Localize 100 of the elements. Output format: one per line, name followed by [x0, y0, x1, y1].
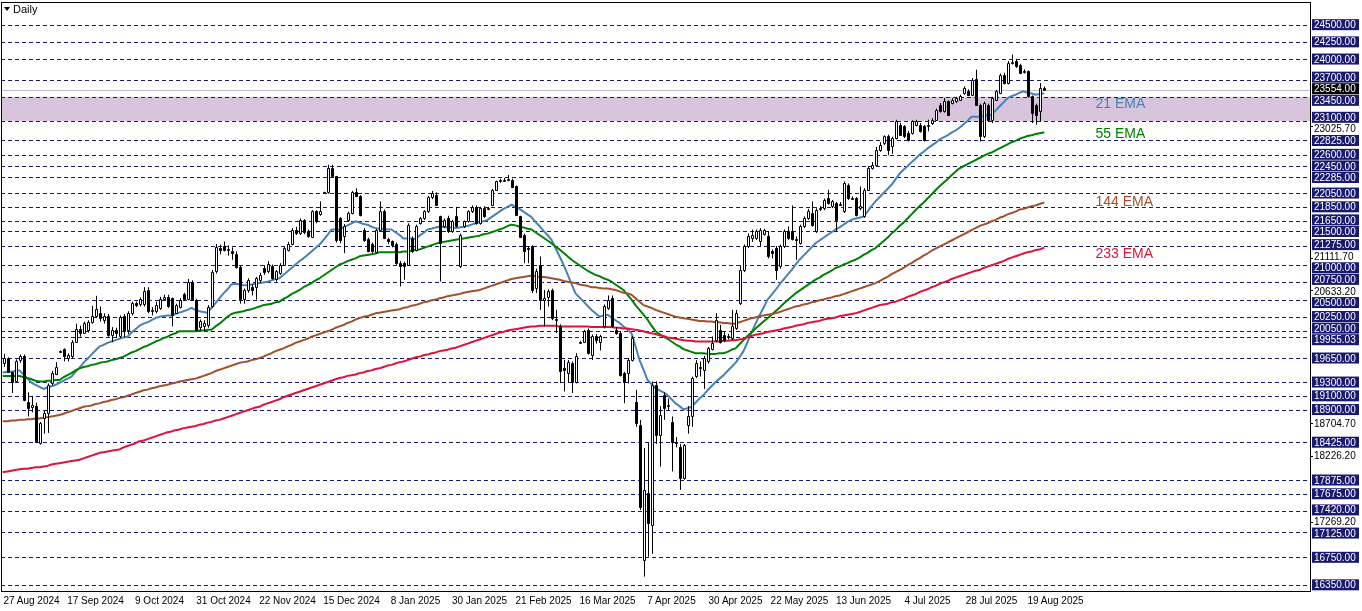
- text: 144 EMA: [1095, 192, 1154, 209]
- candlestick: [187, 278, 190, 301]
- candlestick: [327, 164, 330, 195]
- candlestick: [835, 201, 838, 232]
- ref-line-label: 21500.00: [1314, 226, 1357, 238]
- candlestick: [943, 97, 946, 114]
- candlestick: [1039, 82, 1042, 122]
- candlestick: [599, 334, 602, 351]
- candlestick: [947, 99, 950, 117]
- candlestick: [531, 244, 534, 294]
- candlestick: [963, 85, 966, 96]
- candlestick: [83, 321, 86, 335]
- candlestick: [715, 312, 718, 343]
- candlestick: [731, 309, 734, 341]
- y-tick-label: 18226.20: [1314, 450, 1357, 462]
- candlestick: [555, 309, 558, 334]
- ref-line-label: 24500.00: [1314, 19, 1357, 31]
- candlestick: [171, 297, 174, 327]
- candlestick: [551, 288, 554, 321]
- ref-line-label: 22285.00: [1314, 172, 1357, 184]
- candlestick: [447, 215, 450, 234]
- ref-line-label: 17125.00: [1314, 527, 1357, 539]
- candlestick: [899, 122, 902, 137]
- x-tick-label: 30 Apr 2025: [708, 595, 763, 606]
- ref-line-label: 16350.00: [1314, 579, 1357, 591]
- x-tick-label: 21 Feb 2025: [515, 595, 573, 606]
- y-tick-label: 18704.70: [1314, 417, 1357, 429]
- ref-line-label: 17875.00: [1314, 474, 1357, 486]
- x-tick-label: 22 May 2025: [770, 595, 829, 606]
- ref-line-label: 22825.00: [1314, 135, 1357, 147]
- text: 21 EMA: [1095, 95, 1146, 112]
- x-tick-label: 30 Jan 2025: [451, 595, 508, 606]
- candlestick: [227, 244, 230, 257]
- ref-line-label: 18425.00: [1314, 436, 1357, 448]
- ref-line-label: 20050.00: [1314, 322, 1357, 334]
- ref-line-label: 20500.00: [1314, 297, 1357, 309]
- line-series: [2, 131, 1045, 383]
- candlestick: [303, 218, 306, 235]
- candlestick: [759, 227, 762, 247]
- ref-line-label: 23100.00: [1314, 111, 1357, 123]
- ref-line-label: 21850.00: [1314, 201, 1357, 213]
- candlestick: [435, 191, 438, 207]
- y-tick-label: 21111.70: [1314, 250, 1354, 262]
- candlestick: [263, 264, 266, 276]
- candlestick: [119, 314, 122, 339]
- ref-line-label: 17675.00: [1314, 488, 1357, 500]
- x-tick-label: 17 Sep 2024: [67, 595, 125, 606]
- text: 233 EMA: [1095, 245, 1154, 262]
- candlestick: [311, 209, 314, 239]
- candlestick: [843, 180, 846, 214]
- ref-line-label: 19650.00: [1314, 352, 1357, 364]
- candlestick: [415, 224, 418, 252]
- candlestick: [503, 177, 506, 182]
- ref-line-label: 19100.00: [1314, 390, 1357, 402]
- candlestick: [179, 297, 182, 310]
- candlestick: [299, 217, 302, 236]
- x-tick-label: 15 Dec 2024: [323, 595, 381, 606]
- y-tick-label: 17269.20: [1314, 516, 1357, 528]
- ref-line-label: 16750.00: [1314, 551, 1357, 563]
- candlestick: [959, 94, 962, 102]
- candlestick: [611, 294, 614, 329]
- candlestick: [827, 189, 830, 206]
- x-tick-label: 13 Jun 2025: [835, 595, 892, 606]
- candlestick: [159, 296, 162, 311]
- candlestick: [767, 230, 770, 259]
- candlestick: [679, 443, 682, 491]
- line-series: [2, 90, 1045, 411]
- ref-line-label: 20750.00: [1314, 273, 1357, 285]
- ref-line-label: 21650.00: [1314, 214, 1357, 226]
- candlestick: [651, 380, 654, 555]
- x-tick-label: 16 Mar 2025: [579, 595, 637, 606]
- candlestick: [27, 391, 30, 417]
- candlestick: [587, 327, 590, 356]
- candlestick: [479, 206, 482, 226]
- candlestick: [467, 209, 470, 224]
- candlestick: [211, 269, 214, 309]
- candlestick: [875, 146, 878, 167]
- candlestick: [255, 276, 258, 301]
- ref-line-label: 21275.00: [1314, 239, 1357, 251]
- ref-line-label: 17420.00: [1314, 504, 1357, 516]
- x-tick-label: 7 Apr 2025: [647, 595, 697, 606]
- candlestick: [459, 233, 462, 269]
- line-series: [2, 247, 1045, 474]
- x-tick-label: 22 Nov 2024: [259, 595, 317, 606]
- candlestick: [439, 215, 442, 283]
- candlestick: [231, 246, 234, 261]
- candlestick: [147, 286, 150, 314]
- candlestick: [903, 124, 906, 139]
- candlestick: [271, 264, 274, 281]
- ref-line-label: 24000.00: [1314, 53, 1357, 65]
- candlestick: [155, 301, 158, 314]
- candlestick: [123, 313, 126, 338]
- x-tick-label: 19 Aug 2025: [1027, 595, 1085, 606]
- candlestick: [23, 354, 26, 402]
- x-tick-label: 4 Jul 2025: [904, 595, 952, 606]
- ref-line-label: 23554.00: [1314, 83, 1357, 95]
- ref-line-label: 19955.03: [1314, 334, 1357, 346]
- candlestick: [63, 347, 66, 362]
- candlestick: [955, 96, 958, 104]
- candlestick: [923, 124, 926, 143]
